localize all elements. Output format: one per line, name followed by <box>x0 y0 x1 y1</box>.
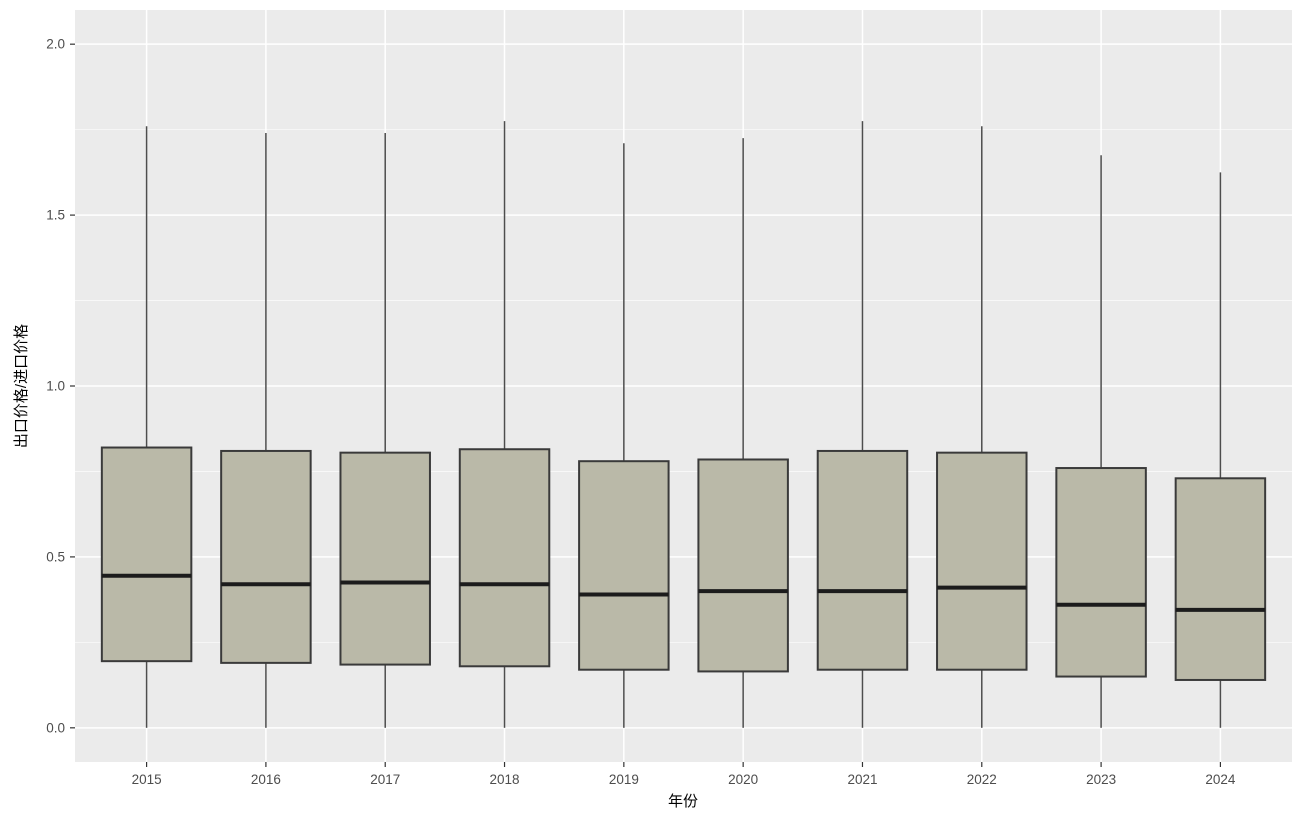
boxplot-2022 <box>936 126 1028 728</box>
boxplot-boxes <box>100 121 1267 728</box>
y-tick-label: 2.0 <box>46 37 65 52</box>
boxplot-2018 <box>458 121 551 728</box>
boxplot-2015 <box>100 126 193 728</box>
x-tick-label: 2016 <box>251 772 281 787</box>
iqr-box <box>339 451 431 666</box>
iqr-box <box>1174 477 1267 681</box>
y-axis-title: 出口价格/进口价格 <box>13 324 30 448</box>
x-tick-label: 2024 <box>1205 772 1236 787</box>
x-tick-label: 2019 <box>609 772 639 787</box>
iqr-box <box>220 449 312 664</box>
y-tick-label: 1.5 <box>46 208 65 223</box>
iqr-box <box>100 446 193 663</box>
axis-ticks-and-labels: 0.0 0.5 1.0 1.5 2.0 2015 2016 2017 2018 2019 2020 2… <box>46 37 1236 787</box>
iqr-box <box>458 448 551 668</box>
iqr-box <box>578 460 670 671</box>
iqr-box <box>816 449 909 671</box>
y-tick-label: 0.0 <box>46 720 65 735</box>
iqr-box <box>936 451 1028 671</box>
x-tick-label: 2023 <box>1086 772 1116 787</box>
x-axis-title: 年份 <box>668 793 698 810</box>
x-tick-label: 2018 <box>490 772 520 787</box>
x-tick-label: 2020 <box>728 772 758 787</box>
x-tick-label: 2021 <box>847 772 877 787</box>
x-tick-label: 2022 <box>967 772 997 787</box>
boxplot-2021 <box>816 121 909 728</box>
boxplot-2016 <box>220 133 312 728</box>
iqr-box <box>1055 467 1147 678</box>
y-tick-label: 0.5 <box>46 549 65 564</box>
boxplot-2024 <box>1174 172 1267 728</box>
boxplot-2019 <box>578 143 670 728</box>
boxplot-2020 <box>697 138 789 728</box>
x-tick-label: 2017 <box>370 772 400 787</box>
y-tick-label: 1.0 <box>46 379 65 394</box>
iqr-box <box>697 458 789 673</box>
boxplot-2023 <box>1055 155 1147 728</box>
boxplot-2017 <box>339 133 431 728</box>
x-tick-label: 2015 <box>132 772 162 787</box>
